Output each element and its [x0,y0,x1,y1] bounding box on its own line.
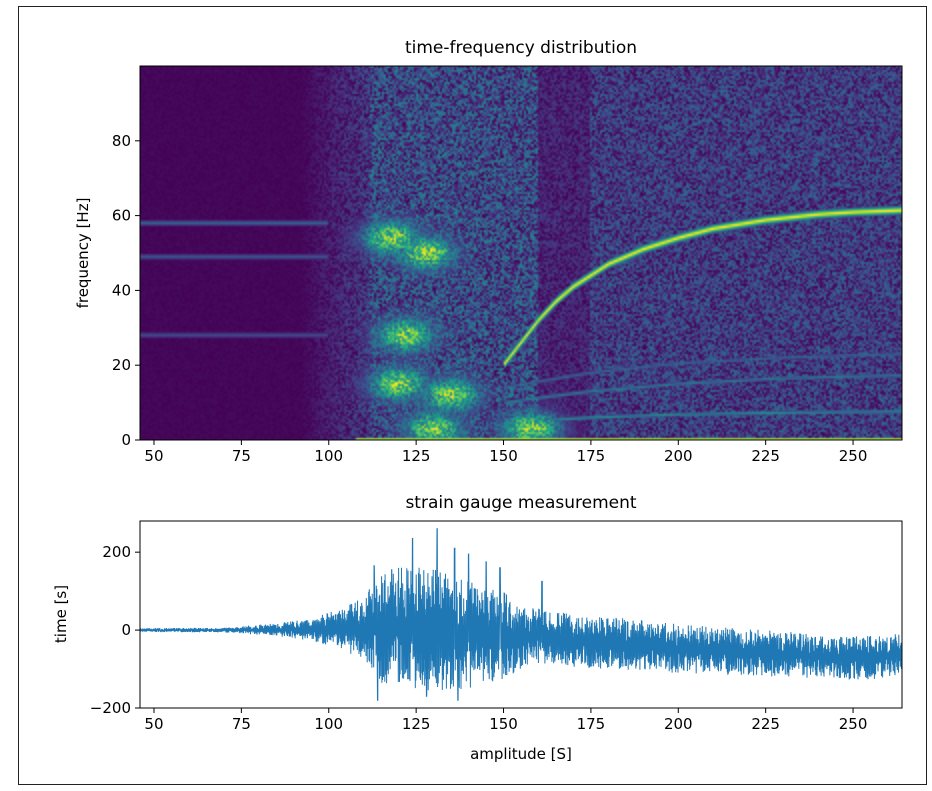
y-tick-label: 40 [112,281,131,299]
x-tick-label: 175 [577,447,606,465]
strain-y-label: time [s] [52,585,70,643]
spectrogram-x-ticks: 50 75 100 125 150 175 200 225 250 [144,440,867,465]
y-tick-label: 0 [121,431,131,449]
strain-axes-frame [139,520,903,709]
x-tick-label: 175 [577,715,606,733]
x-tick-label: 100 [314,715,343,733]
strain-title: strain gauge measurement [405,493,636,513]
x-tick-label: 50 [144,447,163,465]
strain-panel: strain gauge measurement 50 75 100 125 150 17… [52,493,903,763]
x-tick-label: 250 [839,715,868,733]
x-tick-label: 75 [232,447,251,465]
spectrogram-heatmap [140,66,902,440]
spectrogram-plot-area [140,66,902,440]
x-tick-label: 200 [664,447,693,465]
strain-x-label: amplitude [S] [470,745,572,763]
spectrogram-title: time-frequency distribution [405,38,637,58]
x-tick-label: 50 [144,715,163,733]
x-tick-label: 125 [402,715,431,733]
x-tick-label: 100 [314,447,343,465]
figure-frame [18,6,927,785]
x-tick-label: 125 [402,447,431,465]
x-tick-label: 225 [751,447,780,465]
x-tick-label: 250 [839,447,868,465]
y-tick-label: 20 [112,356,131,374]
y-tick-label: 60 [112,207,131,225]
x-tick-label: 200 [664,715,693,733]
spectrogram-panel: time-frequency distribution 50 75 100 125 15… [74,38,903,465]
strain-y-ticks: −200 0 200 [90,543,140,717]
strain-series-line [140,528,902,701]
strain-plot-area [140,528,902,701]
y-tick-label: 200 [102,543,131,561]
y-tick-label: 0 [121,621,131,639]
spectrogram-axes-frame [139,65,903,441]
y-tick-label: −200 [90,699,131,717]
x-tick-label: 150 [489,447,518,465]
x-tick-label: 75 [232,715,251,733]
y-tick-label: 80 [112,132,131,150]
x-tick-label: 225 [751,715,780,733]
x-tick-label: 150 [489,715,518,733]
strain-x-ticks: 50 75 100 125 150 175 200 225 250 [144,708,867,733]
spectrogram-y-label: frequency [Hz] [74,198,92,309]
spectrogram-y-ticks: 0 20 40 60 80 [112,132,140,449]
